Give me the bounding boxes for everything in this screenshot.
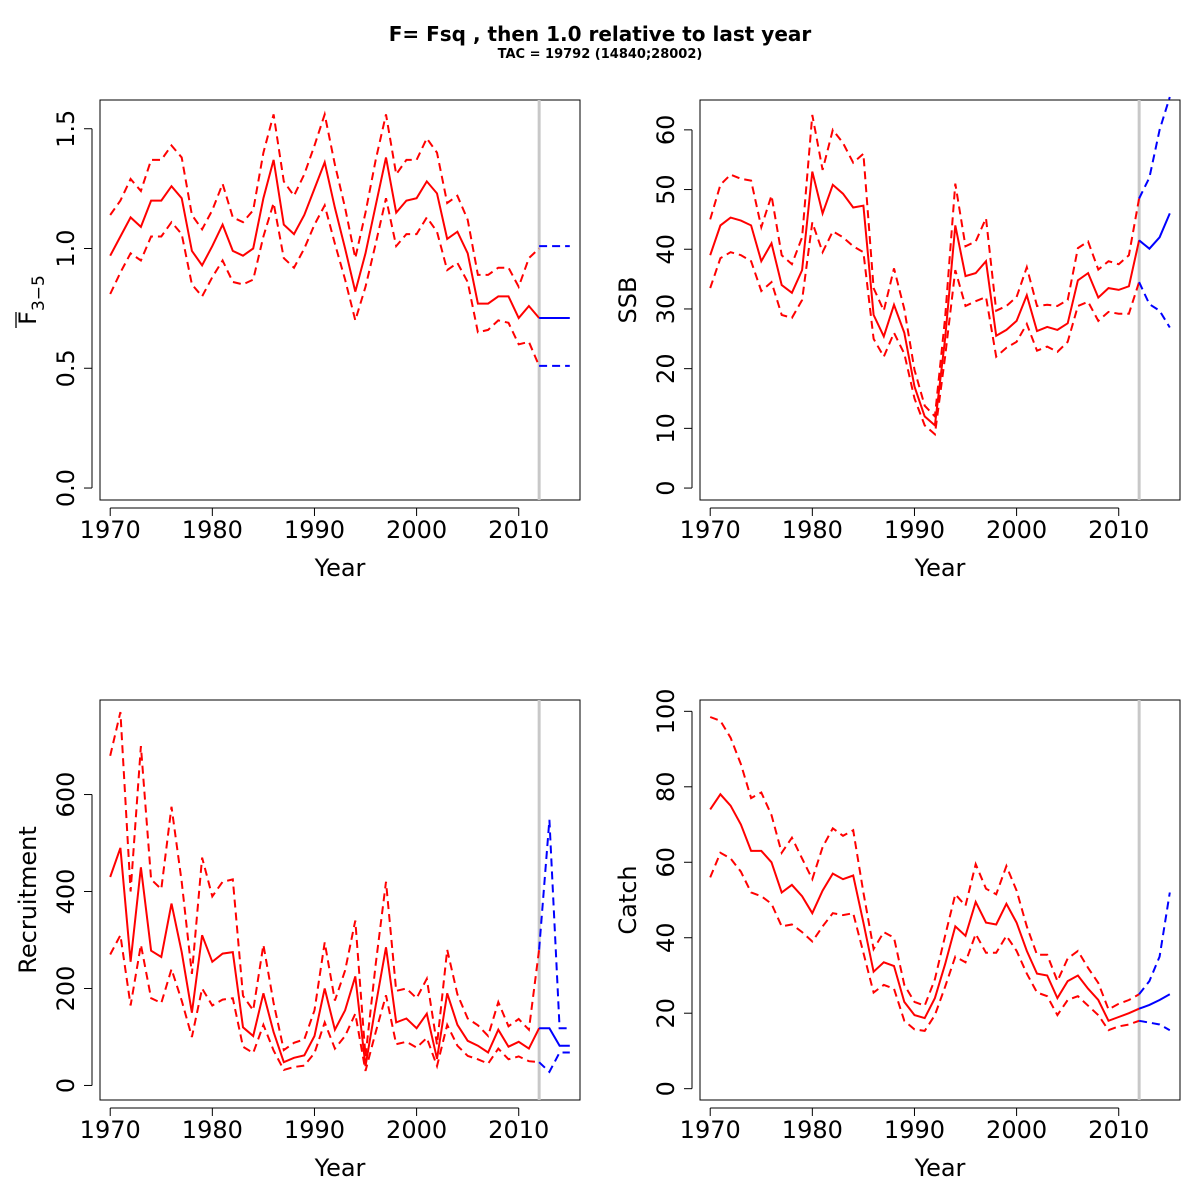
x-axis-label: Year xyxy=(914,1154,966,1182)
history-median-line xyxy=(709,792,1140,1023)
plot-frame xyxy=(699,99,1181,501)
history-upper-line xyxy=(709,114,1141,419)
projection-upper-line xyxy=(538,819,570,1030)
y-axis-label: Recruitment xyxy=(14,826,42,973)
y-tick-label: 60 xyxy=(652,115,680,146)
y-tick-label: 0 xyxy=(652,1081,680,1096)
projection-lower-line xyxy=(1138,1019,1171,1032)
history-median-line xyxy=(709,171,1141,428)
history-upper-line xyxy=(709,716,1140,1011)
x-tick-label: 1970 xyxy=(80,1116,141,1144)
plot-frame xyxy=(699,699,1181,1101)
history-upper-line xyxy=(109,110,540,290)
x-tick-label: 1970 xyxy=(680,516,741,544)
x-tick-label: 2010 xyxy=(1088,516,1149,544)
figure-title: F= Fsq , then 1.0 relative to last year xyxy=(388,22,812,46)
projection-median-line xyxy=(1138,993,1171,1010)
recruitment-panel: 1970 1980 1990 2000 2010 0 200 400 600 Year Recrui… xyxy=(14,699,581,1182)
x-tick-label: 1980 xyxy=(182,1116,243,1144)
y-tick-label: 20 xyxy=(652,998,680,1029)
f-panel: 1970 1980 1990 2000 2010 0.0 0.5 1.0 1.5 Year F3−5 xyxy=(14,99,581,582)
y-tick-label: 400 xyxy=(52,869,80,915)
y-tick-label: 0.0 xyxy=(52,469,80,507)
projection-upper-line xyxy=(1138,96,1171,199)
y-tick-label: 60 xyxy=(652,847,680,878)
y-tick-label: 40 xyxy=(652,234,680,265)
y-tick-label: 10 xyxy=(652,413,680,444)
x-tick-label: 1990 xyxy=(884,516,945,544)
y-tick-label: 200 xyxy=(52,966,80,1012)
figure-subtitle: TAC = 19792 (14840;28002) xyxy=(497,47,703,62)
plot-frame xyxy=(99,99,581,501)
y-tick-label: 40 xyxy=(652,922,680,953)
plot-frame xyxy=(99,699,581,1101)
y-axis-label: Catch xyxy=(614,865,642,934)
x-tick-label: 1980 xyxy=(782,516,843,544)
x-tick-label: 1990 xyxy=(284,516,345,544)
y-tick-label: 0 xyxy=(652,480,680,495)
x-tick-label: 1980 xyxy=(182,516,243,544)
y-axis-label: F3−5 xyxy=(14,275,49,325)
history-upper-line xyxy=(109,711,541,1057)
x-tick-label: 1990 xyxy=(284,1116,345,1144)
x-tick-label: 1970 xyxy=(80,516,141,544)
y-tick-label: 50 xyxy=(652,174,680,205)
y-tick-label: 80 xyxy=(652,772,680,803)
x-tick-label: 2010 xyxy=(488,1116,549,1144)
x-axis-label: Year xyxy=(314,554,366,582)
x-tick-label: 2010 xyxy=(488,516,549,544)
x-tick-label: 1970 xyxy=(680,1116,741,1144)
x-tick-label: 1990 xyxy=(884,1116,945,1144)
x-tick-label: 2000 xyxy=(386,516,447,544)
projection-median-line xyxy=(1138,213,1171,251)
history-lower-line xyxy=(709,851,1140,1032)
x-tick-label: 2000 xyxy=(986,1116,1047,1144)
x-tick-label: 2010 xyxy=(1088,1116,1149,1144)
projection-lower-line xyxy=(538,1051,570,1074)
projection-lower-line xyxy=(1138,281,1171,329)
y-tick-label: 0.5 xyxy=(52,349,80,387)
ssb-panel: 1970 1980 1990 2000 2010 0 10 20 30 40 50 60 Year SSB xyxy=(614,96,1181,582)
y-tick-label: 0 xyxy=(52,1078,80,1093)
y-tick-label: 600 xyxy=(52,772,80,818)
history-lower-line xyxy=(109,197,541,367)
x-tick-label: 1980 xyxy=(782,1116,843,1144)
projection-upper-line xyxy=(1138,892,1171,995)
catch-panel: 1970 1980 1990 2000 2010 0 20 40 60 80 100 Year Catc… xyxy=(614,688,1181,1182)
y-tick-label: 30 xyxy=(652,294,680,325)
history-median-line xyxy=(109,847,540,1067)
history-median-line xyxy=(109,157,540,320)
history-lower-line xyxy=(109,932,540,1072)
projection-median-line xyxy=(539,1027,570,1047)
y-tick-label: 100 xyxy=(652,688,680,734)
x-tick-label: 2000 xyxy=(986,516,1047,544)
x-tick-label: 2000 xyxy=(386,1116,447,1144)
x-axis-label: Year xyxy=(914,554,966,582)
y-tick-label: 1.5 xyxy=(52,110,80,148)
x-axis-label: Year xyxy=(314,1154,366,1182)
y-tick-label: 20 xyxy=(652,353,680,384)
y-axis-label: SSB xyxy=(614,277,642,324)
history-lower-line xyxy=(709,222,1141,437)
y-tick-label: 1.0 xyxy=(52,229,80,267)
